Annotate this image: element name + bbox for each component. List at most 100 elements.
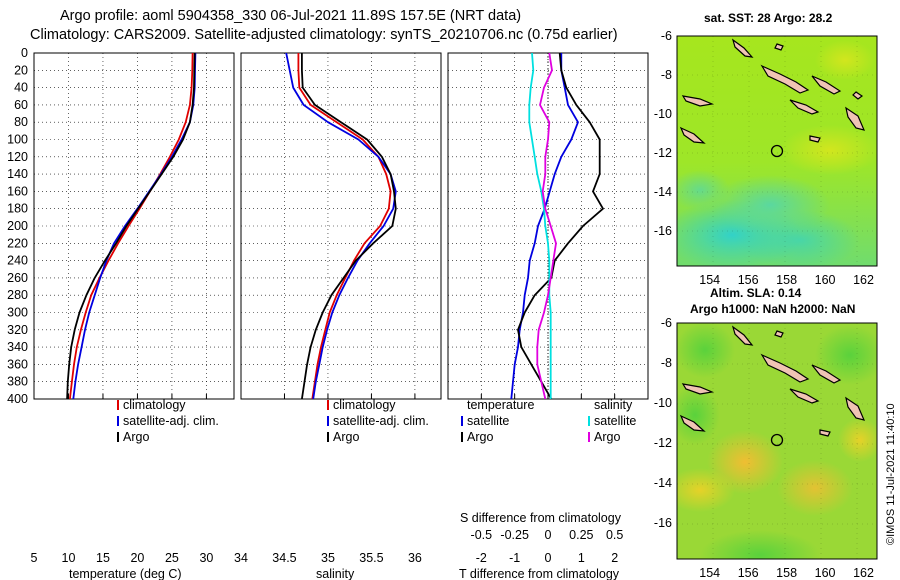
longitude-label: 154 bbox=[699, 566, 720, 580]
legend-t-argo-swatch bbox=[461, 432, 463, 442]
salinity-tick-labels: 34 34.5 35 35.5 36 bbox=[234, 394, 422, 565]
latitude-label: -6 bbox=[661, 29, 672, 43]
legend-satellite-swatch bbox=[327, 416, 329, 426]
depth-map-frame bbox=[676, 322, 878, 560]
legend-argo-swatch bbox=[117, 432, 119, 442]
latitude-label: -16 bbox=[654, 516, 672, 530]
depth-tick-label: 220 bbox=[7, 236, 28, 250]
sst-field bbox=[677, 36, 877, 266]
longitude-label: 162 bbox=[853, 566, 874, 580]
depth-tick-label: 200 bbox=[7, 219, 28, 233]
cool-water-patch bbox=[677, 170, 730, 210]
x-tick-label: 15 bbox=[96, 551, 110, 565]
legend-climatology-swatch bbox=[117, 400, 119, 410]
legend-argo-swatch bbox=[327, 432, 329, 442]
low-sla-patch bbox=[677, 323, 735, 378]
legend-t-argo-label: Argo bbox=[467, 430, 493, 444]
depth-tick-label: 140 bbox=[7, 167, 28, 181]
legend-salinity-title: salinity bbox=[594, 398, 633, 412]
sst-map-title: sat. SST: 28 Argo: 28.2 bbox=[704, 11, 833, 25]
latitude-label: -8 bbox=[661, 68, 672, 82]
coastline-islands bbox=[679, 38, 866, 144]
difference-panel: -2 -1 0 1 2 -0.5 -0.25 0 0.25 0.5 S difference f… bbox=[447, 52, 649, 580]
s-diff-tick-label: 0 bbox=[545, 528, 552, 542]
s-difference-axis-label: S difference from climatology bbox=[460, 511, 622, 525]
depth-tick-label: 260 bbox=[7, 271, 28, 285]
legend-temperature-title: temperature bbox=[467, 398, 534, 412]
depth-tick-label: 40 bbox=[14, 81, 28, 95]
latitude-label: -10 bbox=[654, 107, 672, 121]
legend-satellite-label: satellite-adj. clim. bbox=[333, 414, 429, 428]
sla-label: Altim. SLA: 0.14 bbox=[710, 286, 802, 300]
profile-line-argo bbox=[66, 53, 196, 399]
sst-map-lat-labels: -6 -8 -10 -12 -14 -16 bbox=[654, 29, 672, 238]
depth-tick-label: 360 bbox=[7, 357, 28, 371]
difference-profiles bbox=[510, 53, 604, 399]
temperature-profiles bbox=[66, 53, 197, 399]
depth-tick-label: 0 bbox=[21, 46, 28, 60]
depth-map-panel: Argo h1000: NaN h2000: NaN bbox=[654, 302, 878, 580]
longitude-label: 156 bbox=[738, 566, 759, 580]
profile-line-temperature-argo bbox=[517, 53, 604, 399]
depth-tick-label: 120 bbox=[7, 150, 28, 164]
low-sla-patch bbox=[815, 325, 877, 385]
legend-s-satellite-label: satellite bbox=[594, 414, 636, 428]
legend-satellite-swatch bbox=[117, 416, 119, 426]
float-position-marker bbox=[770, 144, 784, 158]
longitude-label: 158 bbox=[776, 273, 797, 287]
sst-map-lon-labels: 154 156 158 160 162 bbox=[699, 273, 874, 287]
sst-map-panel: sat. SST: 28 Argo: 28.2 bbox=[654, 11, 878, 300]
depth-tick-label: 80 bbox=[14, 115, 28, 129]
legend-climatology-label: climatology bbox=[123, 398, 186, 412]
x-tick-label: 5 bbox=[31, 551, 38, 565]
salinity-axis-label: salinity bbox=[316, 567, 355, 580]
depth-tick-label: 180 bbox=[7, 202, 28, 216]
s-diff-tick-label: -0.5 bbox=[471, 528, 493, 542]
legend-t-satellite-swatch bbox=[461, 416, 463, 426]
depth-tick-label: 100 bbox=[7, 133, 28, 147]
header-line-1: Argo profile: aoml 5904358_330 06-Jul-20… bbox=[60, 8, 521, 24]
latitude-label: -6 bbox=[661, 316, 672, 330]
x-tick-label: 10 bbox=[62, 551, 76, 565]
x-tick-label: 25 bbox=[165, 551, 179, 565]
legend-t-satellite-label: satellite bbox=[467, 414, 509, 428]
depth-tick-label: 20 bbox=[14, 63, 28, 77]
x-tick-label: 2 bbox=[611, 551, 618, 565]
legend-argo-label: Argo bbox=[333, 430, 359, 444]
longitude-label: 154 bbox=[699, 273, 720, 287]
x-tick-label: 1 bbox=[578, 551, 585, 565]
x-tick-label: 34.5 bbox=[272, 551, 296, 565]
latitude-label: -12 bbox=[654, 436, 672, 450]
depth-map-title: Argo h1000: NaN h2000: NaN bbox=[690, 302, 855, 316]
t-difference-tick-labels: -2 -1 0 1 2 bbox=[476, 394, 618, 565]
profile-line-climatology bbox=[69, 53, 194, 399]
x-tick-label: 30 bbox=[199, 551, 213, 565]
copyright-stamp: ©IMOS 11-Jul-2021 11:40:10 bbox=[885, 403, 897, 545]
longitude-label: 162 bbox=[853, 273, 874, 287]
x-tick-label: 35.5 bbox=[359, 551, 383, 565]
depth-tick-label: 240 bbox=[7, 254, 28, 268]
header-line-2: Climatology: CARS2009. Satellite-adjuste… bbox=[30, 27, 618, 43]
temperature-axis-label: temperature (deg C) bbox=[69, 567, 182, 580]
low-sla-patch bbox=[700, 530, 820, 559]
x-tick-label: -2 bbox=[476, 551, 487, 565]
t-difference-axis-label: T difference from climatology bbox=[459, 567, 620, 580]
difference-legend: temperature satellite Argo salinity sate… bbox=[461, 398, 636, 444]
high-sla-patch bbox=[677, 468, 735, 512]
longitude-label: 158 bbox=[776, 566, 797, 580]
salinity-gridlines bbox=[241, 53, 441, 399]
s-diff-tick-label: -0.25 bbox=[500, 528, 529, 542]
x-tick-label: 35 bbox=[321, 551, 335, 565]
temperature-panel: 0 20 40 60 80 100 120 140 160 180 200 220 240 260 280 3… bbox=[7, 46, 235, 580]
legend-argo-label: Argo bbox=[123, 430, 149, 444]
temperature-gridlines bbox=[34, 53, 234, 399]
longitude-label: 156 bbox=[738, 273, 759, 287]
x-tick-label: 20 bbox=[130, 551, 144, 565]
coastline-islands bbox=[679, 325, 866, 437]
float-position-marker bbox=[770, 433, 784, 447]
profile-line-temperature-satellite bbox=[510, 53, 579, 399]
depth-tick-label: 280 bbox=[7, 288, 28, 302]
s-diff-tick-label: 0.5 bbox=[606, 528, 623, 542]
depth-tick-label: 380 bbox=[7, 375, 28, 389]
